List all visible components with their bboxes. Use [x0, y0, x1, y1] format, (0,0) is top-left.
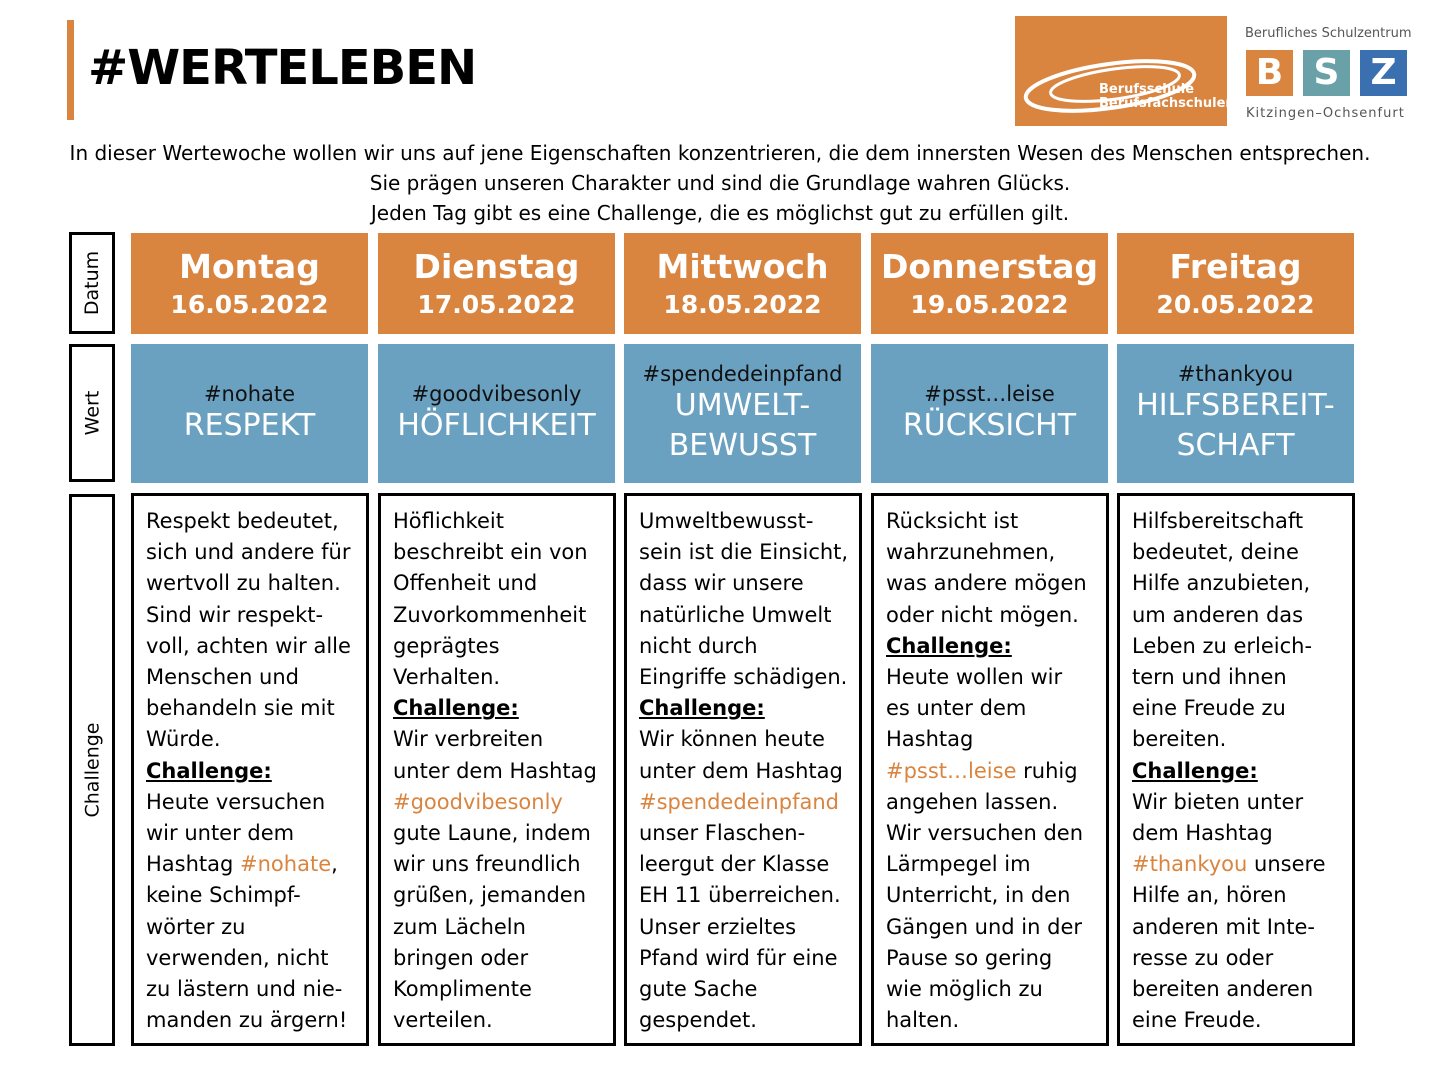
day: Montag: [179, 247, 320, 286]
description: Hilfsbereitschaft bedeutet, deine Hilfe …: [1132, 509, 1313, 752]
day: Mittwoch: [656, 247, 829, 286]
description: Rücksicht ist wahrzunehmen, was andere m…: [886, 509, 1087, 627]
hashtag: #thankyou: [1177, 361, 1294, 386]
row-label-text: Challenge: [81, 722, 103, 818]
value-box: #spendedeinpfand UMWELT- BEWUSST: [624, 344, 861, 483]
logo-letter: B: [1246, 50, 1293, 96]
challenge-text: Wir können heute unter dem Hashtag #spen…: [639, 724, 849, 1036]
challenge-text-part: unsere Hilfe an, hören anderen mit Inte-…: [1132, 852, 1326, 1033]
hashtag: #goodvibesonly: [411, 381, 582, 406]
value-box: #psst…leise RÜCKSICHT: [871, 344, 1108, 483]
challenge-text-part: Heute versuchen wir unter dem Hashtag: [146, 789, 326, 877]
challenge-text: Wir bieten unter dem Hashtag #thankyou u…: [1132, 787, 1342, 1037]
date-box: Mittwoch 18.05.2022: [624, 233, 861, 334]
value-box: #goodvibesonly HÖFLICHKEIT: [378, 344, 615, 483]
date: 19.05.2022: [910, 290, 1069, 319]
intro-line: Sie prägen unseren Charakter und sind di…: [369, 171, 1071, 195]
date: 16.05.2022: [170, 290, 329, 319]
challenge-label: Challenge:: [886, 633, 1012, 658]
challenge-box: Höflichkeit beschreibt ein von Offenheit…: [378, 493, 616, 1046]
date: 17.05.2022: [417, 290, 576, 319]
logo-swoosh: [1023, 59, 1197, 113]
date-box: Freitag 20.05.2022: [1117, 233, 1354, 334]
challenge-text-part: Wir bieten unter dem Hashtag: [1132, 789, 1304, 846]
logo-text: Berufsfachschulen: [1099, 96, 1235, 111]
row-label-text: Datum: [81, 250, 103, 316]
date: 18.05.2022: [663, 290, 822, 319]
challenge-text-part: Wir verbreiten unter dem Hashtag: [393, 727, 597, 783]
challenge-text-part: , keine Schimpf- wörter zu verwenden, ni…: [146, 852, 348, 1033]
value: HÖFLICHKEIT: [397, 407, 596, 443]
challenge-text: Heute versuchen wir unter dem Hashtag #n…: [146, 787, 356, 1037]
challenge-text-part: Heute wollen wir es unter dem Hashtag: [886, 665, 1063, 752]
logo-letter: S: [1303, 50, 1350, 96]
title: #WERTELEBEN: [88, 40, 477, 96]
value: RÜCKSICHT: [902, 407, 1077, 443]
intro-line: In dieser Wertewoche wollen wir uns auf …: [69, 141, 1371, 165]
row-label-text: Wert: [81, 390, 103, 436]
value-box: #nohate RESPEKT: [131, 344, 368, 483]
row-label: Datum: [69, 232, 115, 334]
challenge-hashtag: #thankyou: [1132, 852, 1248, 877]
date-box: Dienstag 17.05.2022: [378, 233, 615, 334]
value: UMWELT- BEWUSST: [668, 387, 817, 463]
challenge-hashtag: #goodvibesonly: [393, 789, 563, 814]
value: HILFSBEREIT- SCHAFT: [1136, 387, 1335, 463]
challenge-label: Challenge:: [1132, 758, 1258, 783]
hashtag: #psst…leise: [924, 381, 1055, 406]
challenge-text-part: unser Flaschen- leergut der Klasse EH 11…: [639, 821, 841, 1033]
school-logo: Berufsschule Berufsfachschulen: [1015, 16, 1235, 126]
challenge-label: Challenge:: [393, 696, 519, 721]
title-bar: [67, 20, 74, 120]
challenge-label: Challenge:: [146, 758, 272, 783]
row-label: Challenge: [69, 494, 115, 1046]
intro: In dieser Wertewoche wollen wir uns auf …: [0, 138, 1440, 228]
logo-text: Berufliches Schulzentrum: [1245, 26, 1412, 41]
row-label: Wert: [69, 344, 115, 482]
challenge-hashtag: #psst…leise: [886, 758, 1017, 783]
intro-line: Jeden Tag gibt es eine Challenge, die es…: [370, 201, 1070, 225]
date-box: Montag 16.05.2022: [131, 233, 368, 334]
challenge-text-part: ruhig angehen lassen. Wir versuchen den …: [886, 758, 1083, 1033]
description: Höflichkeit beschreibt ein von Offenheit…: [393, 509, 588, 690]
challenge-box: Respekt bedeutet, sich und andere für we…: [131, 493, 369, 1046]
challenge-text: Wir verbreiten unter dem Hashtag #goodvi…: [393, 724, 603, 1036]
day: Freitag: [1169, 247, 1302, 286]
challenge-text: Heute wollen wir es unter dem Hashtag #p…: [886, 662, 1096, 1036]
hashtag: #nohate: [203, 381, 296, 406]
challenge-text-part: gute Laune, indem wir uns freundlich grü…: [393, 821, 591, 1033]
day: Donnerstag: [880, 247, 1098, 286]
day: Dienstag: [413, 247, 580, 286]
challenge-box: Hilfsbereitschaft bedeutet, deine Hilfe …: [1117, 493, 1355, 1046]
logo-text: Kitzingen–Ochsenfurt: [1246, 106, 1405, 121]
logo-letter: Z: [1360, 50, 1407, 96]
description: Respekt bedeutet, sich und andere für we…: [146, 509, 351, 752]
value-box: #thankyou HILFSBEREIT- SCHAFT: [1117, 344, 1354, 483]
challenge-box: Umweltbewusst- sein ist die Einsicht, da…: [624, 493, 862, 1046]
date: 20.05.2022: [1156, 290, 1315, 319]
challenge-hashtag: #spendedeinpfand: [639, 789, 839, 814]
description: Umweltbewusst- sein ist die Einsicht, da…: [639, 509, 849, 690]
challenge-box: Rücksicht ist wahrzunehmen, was andere m…: [871, 493, 1109, 1046]
date-box: Donnerstag 19.05.2022: [871, 233, 1108, 334]
challenge-label: Challenge:: [639, 696, 765, 721]
challenge-text-part: Wir können heute unter dem Hashtag: [639, 727, 843, 783]
challenge-hashtag: #nohate: [240, 852, 332, 877]
hashtag: #spendedeinpfand: [642, 361, 843, 386]
logo-text: Berufsschule: [1099, 82, 1195, 97]
value: RESPEKT: [183, 407, 316, 443]
